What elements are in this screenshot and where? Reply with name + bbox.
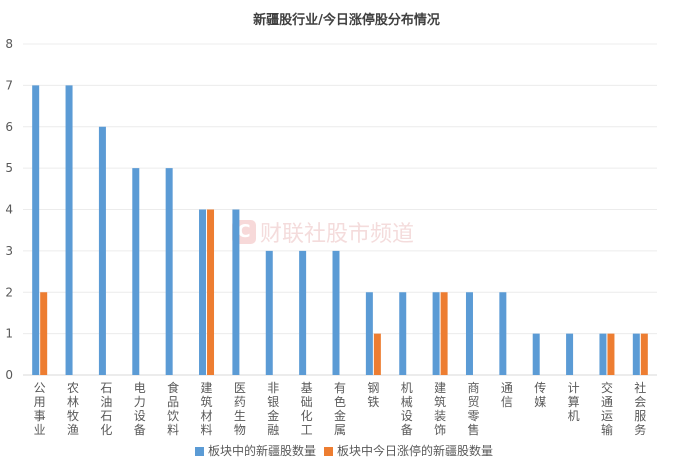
bar-total	[365, 292, 373, 375]
legend: 板块中的新疆股数量 板块中今日涨停的新疆股数量	[195, 442, 493, 459]
bar-total	[299, 250, 307, 375]
bar-total	[332, 250, 340, 375]
legend-item-1: 板块中的新疆股数量	[195, 442, 316, 459]
legend-label: 板块中的新疆股数量	[208, 444, 317, 458]
y-tick-label: 4	[5, 203, 13, 217]
bar-total	[532, 333, 540, 375]
y-tick-label: 1	[5, 327, 13, 341]
y-tick-label: 6	[5, 120, 13, 134]
bar-total	[265, 250, 273, 375]
x-tick-label: 石油石化	[100, 381, 112, 437]
x-tick-label: 非银金融	[267, 381, 279, 437]
legend-swatch	[195, 447, 204, 456]
bar-limit-up	[440, 292, 448, 375]
bar-total	[199, 209, 207, 375]
bar-total	[465, 292, 473, 375]
x-tick-label: 食品饮料	[167, 380, 179, 437]
y-tick-label: 8	[5, 37, 13, 51]
x-tick-label: 农林牧渔	[67, 381, 79, 437]
x-tick-label: 传媒	[534, 380, 546, 409]
x-tick-label: 医药生物	[234, 381, 246, 437]
bar-limit-up	[607, 333, 615, 375]
y-tick-label: 3	[5, 244, 13, 258]
x-tick-label: 计算机	[568, 381, 580, 423]
x-tick-label: 通信	[501, 381, 513, 409]
y-tick-label: 0	[5, 368, 13, 382]
x-tick-label: 交通运输	[601, 380, 613, 437]
legend-item-2: 板块中今日涨停的新疆股数量	[324, 442, 493, 459]
x-tick-label: 基础化工	[301, 381, 313, 437]
legend-swatch	[324, 447, 334, 456]
bar-total	[65, 85, 73, 375]
y-tick-label: 2	[5, 285, 13, 299]
watermark-text: 财联社股市频道	[260, 222, 415, 247]
bar-total	[132, 168, 140, 375]
x-tick-label: 钢铁	[367, 381, 379, 409]
bar-total	[399, 292, 407, 375]
x-tick-label: 建筑装饰	[434, 381, 446, 437]
chart-title: 新疆股行业/今日涨停股分布情况	[253, 13, 440, 28]
legend-label: 板块中今日涨停的新疆股数量	[337, 444, 494, 458]
bar-total	[566, 333, 574, 375]
bar-limit-up	[207, 209, 215, 375]
bar-limit-up	[40, 292, 48, 375]
bar-total	[98, 126, 106, 375]
bar-total	[599, 333, 607, 375]
bar-limit-up	[640, 333, 648, 375]
bar-total	[232, 209, 240, 375]
x-tick-label: 公用事业	[34, 381, 46, 437]
y-tick-label: 5	[5, 161, 13, 175]
x-tick-label: 电力设备	[134, 381, 146, 437]
x-tick-label: 有色金属	[334, 381, 346, 437]
x-tick-label: 建筑材料	[201, 381, 213, 437]
bar-total	[432, 292, 440, 375]
bar-total	[165, 168, 173, 375]
x-tick-label: 商贸零售	[467, 380, 479, 437]
bar-total	[632, 333, 640, 375]
bar-total	[499, 292, 507, 375]
watermark: C 财联社股市频道	[232, 216, 414, 248]
bar-limit-up	[373, 333, 381, 375]
bar-total	[32, 85, 40, 375]
y-tick-label: 7	[5, 78, 13, 92]
x-tick-label: 机械设备	[401, 381, 413, 437]
x-tick-label: 社会服务	[634, 380, 646, 437]
